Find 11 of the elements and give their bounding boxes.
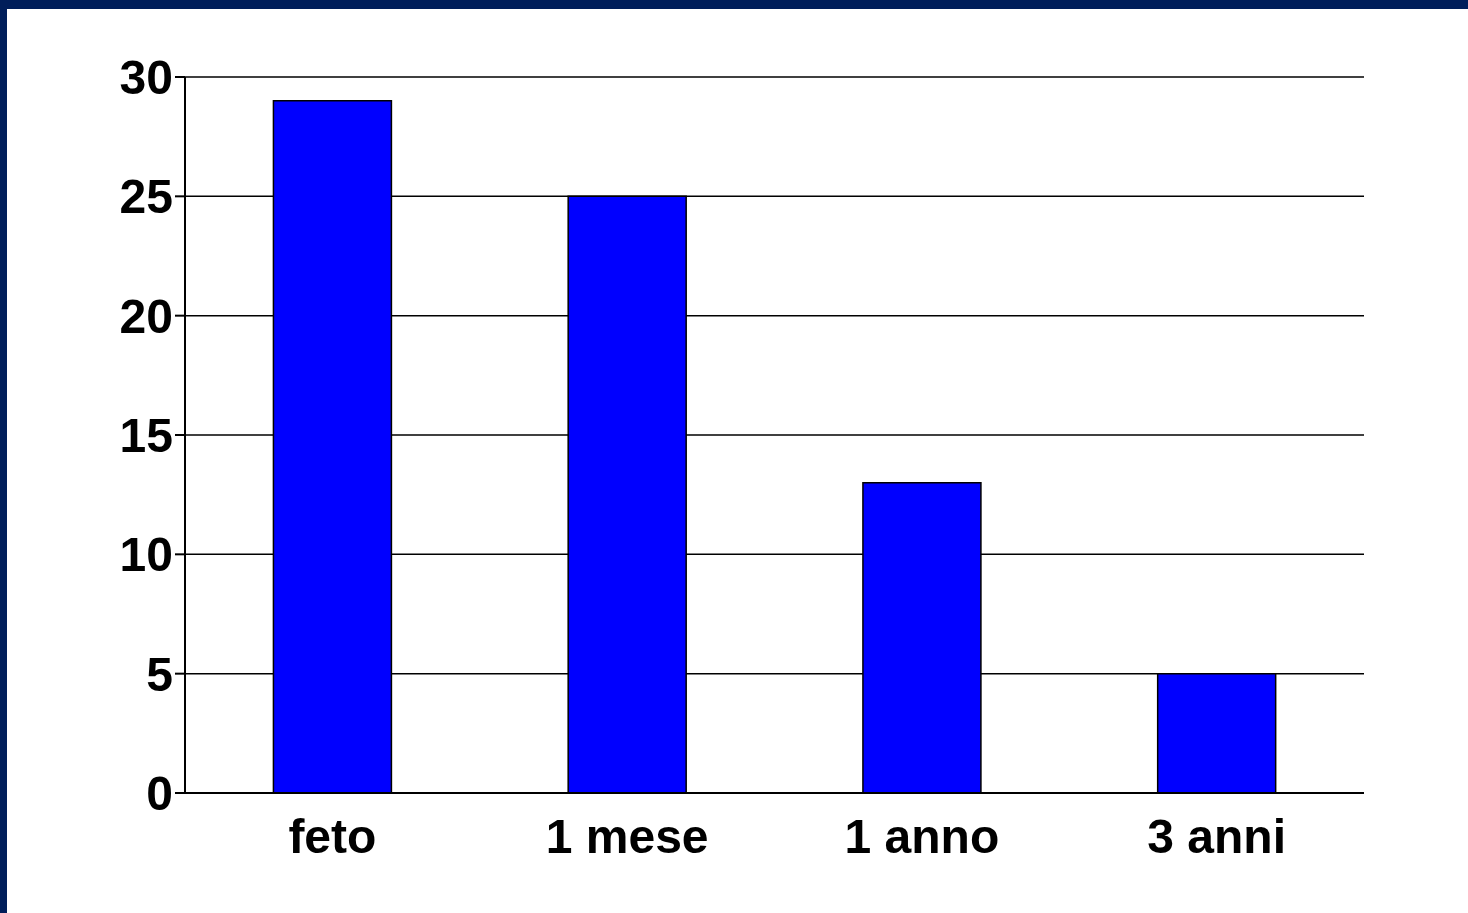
x-tick-label: feto [288,810,377,864]
x-tick-label: 3 anni [1147,810,1286,864]
y-tick-label: 5 [146,647,173,701]
y-tick-label: 30 [119,51,173,105]
y-tick-label: 0 [146,767,173,821]
y-tick-label: 25 [119,170,173,224]
x-tick-label: 1 mese [545,810,709,864]
x-tick-label: 1 anno [844,810,1000,864]
y-tick-label: 20 [119,289,173,343]
y-tick-label: 10 [119,528,173,582]
y-tick-label: 15 [119,409,173,463]
